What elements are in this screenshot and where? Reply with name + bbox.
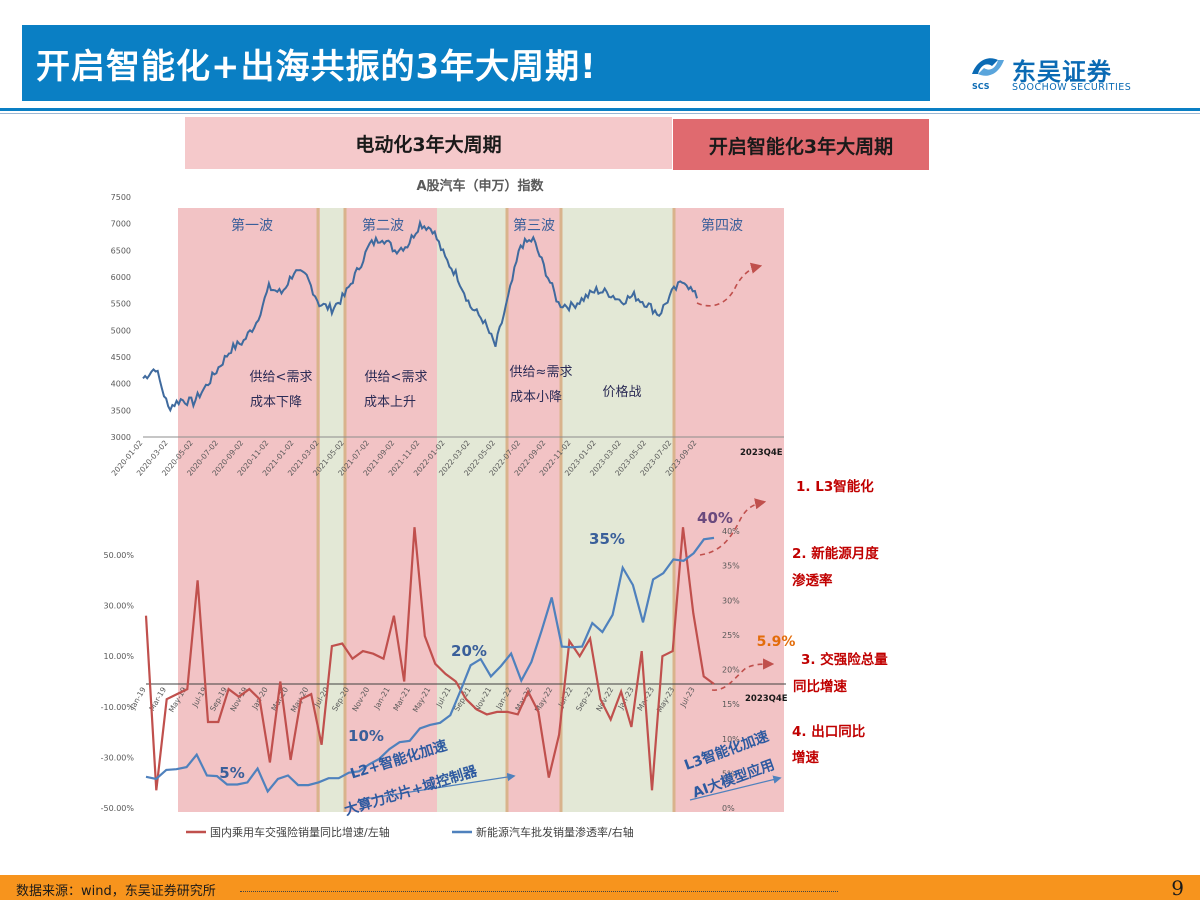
period-divider-2 — [505, 208, 509, 812]
top-chart-title: A股汽车（申万）指数 — [416, 178, 544, 194]
top-y-tick-8: 7000 — [111, 220, 131, 229]
right-label-0: 1. L3智能化 — [796, 478, 874, 495]
bottom-y-right-tick-0: 0% — [722, 804, 735, 813]
bottom-annotation-0: 5% — [219, 764, 244, 782]
wave-label-0: 第一波 — [231, 217, 273, 234]
bottom-annotation-4: 40% — [697, 509, 733, 527]
bottom-y-left-tick-4: 30.00% — [103, 602, 134, 611]
index-forecast-arrow — [696, 262, 763, 307]
logo-en: SOOCHOW SECURITIES — [1012, 82, 1132, 93]
right-label-1: 2. 新能源月度 — [792, 545, 879, 562]
top-y-tick-7: 6500 — [111, 246, 131, 255]
period-band-3 — [437, 208, 508, 812]
period-band-5 — [562, 208, 675, 812]
top-annotation-5: 成本小降 — [510, 390, 562, 405]
electric-cycle-label: 电动化3年大周期 — [355, 134, 502, 156]
wave-label-3: 第四波 — [701, 217, 743, 234]
bottom-y-left-tick-3: 10.00% — [103, 652, 134, 661]
legend-blue-label: 新能源汽车批发销量渗透率/右轴 — [476, 825, 634, 839]
blue-series-line — [145, 536, 715, 794]
period-divider-1 — [343, 208, 347, 812]
period-band-0 — [178, 208, 320, 812]
bottom-y-right-tick-6: 30% — [722, 596, 740, 605]
period-divider-4 — [672, 208, 676, 812]
top-annotation-4: 供给≈需求 — [510, 365, 573, 380]
page-number: 9 — [1171, 876, 1184, 900]
top-y-tick-5: 5500 — [111, 300, 131, 309]
bottom-x-tick-0: Jan-19 — [128, 685, 148, 711]
period-band-6 — [675, 208, 784, 812]
bottom-y-right-tick-7: 35% — [722, 562, 740, 571]
top-annotation-2: 供给<需求 — [365, 370, 428, 385]
footer-dots — [240, 891, 838, 892]
bottom-x-extra-label: 2023Q4E — [745, 694, 788, 704]
period-band-4 — [508, 208, 562, 812]
title-divider-thin — [0, 113, 1200, 114]
top-y-tick-2: 4000 — [111, 380, 131, 389]
l2-trend-arrow — [357, 772, 516, 801]
top-y-tick-3: 4500 — [111, 353, 131, 362]
bottom-annotation-1: 10% — [348, 727, 384, 745]
bottom-annotation-5: 5.9% — [757, 634, 796, 650]
smart-cycle-label: 开启智能化3年大周期 — [708, 136, 894, 158]
logo-cn: 东吴证券 — [1012, 58, 1112, 86]
top-annotation-1: 成本下降 — [250, 395, 302, 410]
penetration-forecast-arrow — [699, 498, 767, 556]
bottom-y-left-tick-2: -10.00% — [101, 703, 135, 712]
bottom-y-left-tick-5: 50.00% — [103, 551, 134, 560]
l3-trend-arrow — [689, 775, 782, 801]
right-label-5: 4. 出口同比 — [792, 723, 865, 740]
red-series-line — [144, 527, 715, 791]
bottom-y-right-tick-3: 15% — [722, 700, 740, 709]
top-y-tick-4: 5000 — [111, 326, 131, 335]
smart-cycle-banner: 开启智能化3年大周期 — [673, 119, 929, 170]
title-divider — [0, 108, 1200, 111]
bottom-y-right-tick-5: 25% — [722, 631, 740, 640]
right-label-4: 同比增速 — [793, 678, 847, 695]
company-logo: SCS 东吴证券 SOOCHOW SECURITIES — [968, 52, 1148, 94]
wave-label-2: 第三波 — [513, 217, 555, 234]
bottom-annotation-3: 35% — [589, 530, 625, 548]
footer-bar: 数据来源：wind，东吴证券研究所 9 — [0, 875, 1200, 900]
top-y-tick-0: 3000 — [111, 433, 131, 442]
period-band-2 — [346, 208, 437, 812]
bottom-y-right-tick-8: 40% — [722, 527, 740, 536]
top-annotation-6: 价格战 — [602, 384, 641, 400]
period-divider-0 — [316, 208, 320, 812]
bottom-y-right-tick-4: 20% — [722, 666, 740, 675]
legend-red-label: 国内乘用车交强险销量同比增速/左轴 — [210, 825, 390, 839]
page-title: 开启智能化+出海共振的3年大周期! — [36, 47, 597, 87]
right-label-3: 3. 交强险总量 — [801, 651, 888, 668]
title-bar: 开启智能化+出海共振的3年大周期! — [22, 25, 930, 101]
top-y-tick-1: 3500 — [111, 406, 131, 415]
sales-forecast-arrow — [711, 658, 775, 691]
top-annotation-0: 供给<需求 — [250, 370, 313, 385]
right-label-6: 增速 — [792, 749, 820, 766]
bottom-y-right-tick-1: 5% — [722, 769, 735, 778]
index-line — [142, 218, 698, 413]
bottom-y-left-tick-1: -30.00% — [101, 753, 135, 762]
logo-mark-icon — [972, 58, 1004, 76]
wave-label-1: 第二波 — [362, 217, 404, 234]
bottom-y-right-tick-2: 10% — [722, 735, 740, 744]
bottom-y-left-tick-0: -50.00% — [101, 804, 135, 813]
top-y-tick-9: 7500 — [111, 193, 131, 202]
logo-sub: SCS — [972, 82, 990, 91]
period-divider-3 — [559, 208, 563, 812]
top-annotation-3: 成本上升 — [364, 395, 416, 410]
bottom-annotation-2: 20% — [451, 642, 487, 660]
top-y-tick-6: 6000 — [111, 273, 131, 282]
right-label-2: 渗透率 — [792, 572, 833, 589]
electric-cycle-banner: 电动化3年大周期 — [185, 117, 672, 169]
top-x-extra-label: 2023Q4E — [740, 448, 783, 458]
data-source: 数据来源：wind，东吴证券研究所 — [16, 884, 216, 899]
